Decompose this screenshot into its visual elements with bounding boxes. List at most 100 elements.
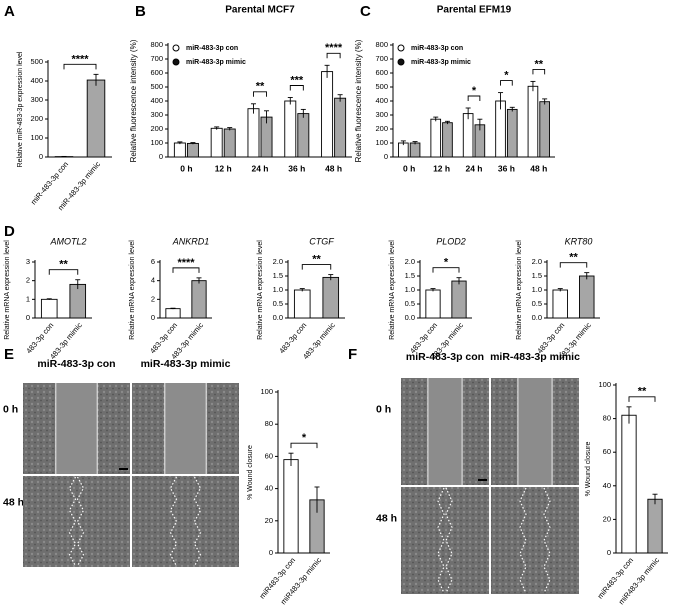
bar (210, 127, 223, 158)
wound-edge (169, 476, 178, 567)
y-axis-label: Relative mRNA expression level (389, 240, 396, 340)
significance-label: ** (59, 259, 68, 271)
y-axis-label: Relative fluorescence intensity (%) (129, 39, 138, 162)
significance-bracket (500, 80, 513, 86)
x-tick-label: 0 h (403, 163, 415, 173)
significance-label: ** (569, 252, 578, 264)
y-tick-label: 300 (150, 110, 163, 119)
significance-label: **** (71, 53, 89, 65)
legend-marker (397, 58, 405, 66)
y-tick-label: 0.0 (405, 313, 415, 322)
y-tick-label: 1.0 (405, 285, 415, 294)
significance-bracket (290, 442, 318, 449)
bar (284, 100, 297, 158)
bar (462, 113, 474, 158)
bar (552, 289, 568, 319)
y-tick-label: 20 (603, 514, 611, 523)
significance-label: ** (638, 386, 647, 398)
significance-label: ** (535, 58, 544, 70)
chart-title: AMOTL2 (49, 236, 86, 246)
significance-label: ** (312, 254, 321, 266)
bar (527, 85, 539, 158)
panel-label: C (360, 3, 371, 20)
y-tick-label: 800 (150, 40, 163, 49)
bar (86, 79, 106, 158)
significance-bracket (326, 52, 341, 59)
y-tick-label: 100 (30, 133, 43, 142)
y-tick-label: 300 (30, 95, 43, 104)
y-axis-label: Relative miR-483-3p expression level (17, 51, 24, 167)
bar (430, 118, 442, 158)
wound-edge (76, 476, 85, 567)
x-tick-label: 12 h (215, 163, 232, 173)
chart-title: Parental EFM19 (437, 5, 512, 16)
bar (647, 498, 663, 554)
y-tick-label: 500 (375, 82, 388, 91)
y-tick-label: 500 (150, 82, 163, 91)
panel-label: A (4, 3, 15, 20)
wound-edge (193, 476, 202, 567)
chart-title: ANKRD1 (172, 236, 210, 246)
y-tick-label: 0.5 (405, 299, 415, 308)
y-tick-label: 1 (26, 294, 30, 303)
y-tick-label: 40 (603, 481, 611, 490)
legend-marker (172, 58, 180, 66)
x-tick-label: 24 h (251, 163, 268, 173)
significance-bracket (559, 262, 588, 268)
y-tick-label: 0 (384, 152, 388, 161)
chart-title: CTGF (309, 236, 334, 246)
bar (223, 128, 236, 158)
y-tick-label: 80 (265, 419, 273, 428)
bar (322, 276, 340, 319)
significance-bracket (48, 269, 79, 275)
significance-label: *** (290, 74, 304, 86)
y-axis-label: Relative mRNA expression level (4, 240, 11, 340)
y-axis-label: Relative mRNA expression level (516, 240, 523, 340)
x-tick-label: 48 h (530, 163, 547, 173)
wound-edge (68, 476, 77, 567)
y-tick-label: 600 (150, 68, 163, 77)
y-tick-label: 400 (30, 76, 43, 85)
y-tick-label: 0 (26, 313, 30, 322)
y-axis-label: % Wound closure (247, 445, 254, 500)
x-tick-label: 24 h (465, 163, 482, 173)
y-tick-label: 0 (269, 548, 273, 557)
bar (506, 108, 518, 158)
y-tick-label: 1.5 (532, 271, 542, 280)
legend-label: miR-483-3p mimic (186, 59, 246, 66)
significance-bracket (532, 68, 546, 75)
y-tick-label: 0.5 (532, 299, 542, 308)
y-tick-label: 0 (159, 152, 163, 161)
bar (297, 113, 310, 158)
bar (69, 283, 87, 319)
significance-bracket (289, 85, 304, 91)
bar (425, 289, 441, 319)
y-tick-label: 2 (151, 294, 155, 303)
y-tick-label: 600 (375, 68, 388, 77)
y-tick-label: 200 (30, 114, 43, 123)
bar (247, 108, 260, 158)
y-tick-label: 500 (30, 57, 43, 66)
panel-label: E (4, 346, 14, 363)
y-tick-label: 100 (260, 387, 273, 396)
significance-label: * (504, 70, 509, 82)
y-tick-label: 60 (603, 447, 611, 456)
x-tick-label: 483-3p con (277, 321, 308, 356)
y-tick-label: 0.5 (273, 299, 283, 308)
y-tick-label: 700 (150, 54, 163, 63)
y-tick-label: 100 (375, 138, 388, 147)
y-tick-label: 2.0 (532, 257, 542, 266)
chart-title: PLOD2 (436, 236, 466, 246)
image-column-label: miR-483-3p mimic (141, 358, 231, 370)
legend-label: miR-483-3p con (186, 45, 238, 52)
significance-bracket (63, 63, 97, 70)
bar (334, 97, 347, 158)
legend-marker (172, 44, 180, 52)
x-tick-label: 12 h (433, 163, 450, 173)
bar (539, 101, 550, 158)
y-tick-label: 0 (151, 313, 155, 322)
bar (186, 142, 199, 158)
wound-gap (517, 378, 553, 485)
x-tick-label: 36 h (498, 163, 515, 173)
significance-bracket (432, 267, 460, 273)
